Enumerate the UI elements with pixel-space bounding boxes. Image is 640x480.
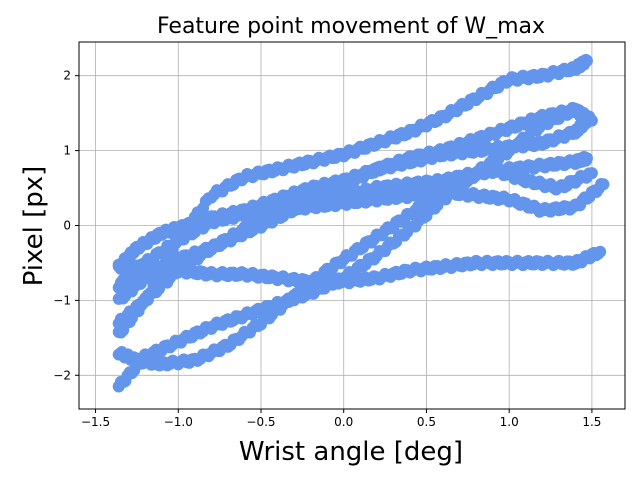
y-tick-label: −1 [53, 293, 71, 307]
chart-title: Feature point movement of W_max [157, 14, 545, 39]
data-point [580, 152, 593, 165]
data-point [597, 178, 610, 191]
x-tick-label: 0.5 [417, 415, 436, 429]
grid-layer [79, 42, 625, 409]
y-tick-label: 0 [63, 219, 71, 233]
series-7 [112, 101, 598, 305]
x-tick-label: −1.0 [164, 415, 193, 429]
x-tick-label: 0.0 [334, 415, 353, 429]
y-tick-label: 1 [63, 144, 71, 158]
data-point [585, 167, 598, 180]
data-point [580, 54, 593, 67]
points-layer [112, 53, 610, 393]
x-tick-label: −1.5 [81, 415, 110, 429]
series-6 [112, 53, 593, 330]
x-tick-label: 1.5 [582, 415, 601, 429]
y-tick-label: 2 [63, 69, 71, 83]
ticks-layer: −1.5 −1.0 −0.5 0.0 0.5 1.0 1.5 −2 −1 0 1 2 [53, 69, 601, 429]
data-point [594, 245, 607, 258]
x-tick-label: 1.0 [500, 415, 519, 429]
x-tick-label: −0.5 [246, 415, 275, 429]
x-axis-label: Wrist angle [deg] [239, 437, 463, 467]
y-axis-label: Pixel [px] [19, 166, 49, 287]
y-tick-label: −2 [53, 368, 71, 382]
series-3 [112, 245, 607, 290]
data-point [585, 114, 598, 127]
